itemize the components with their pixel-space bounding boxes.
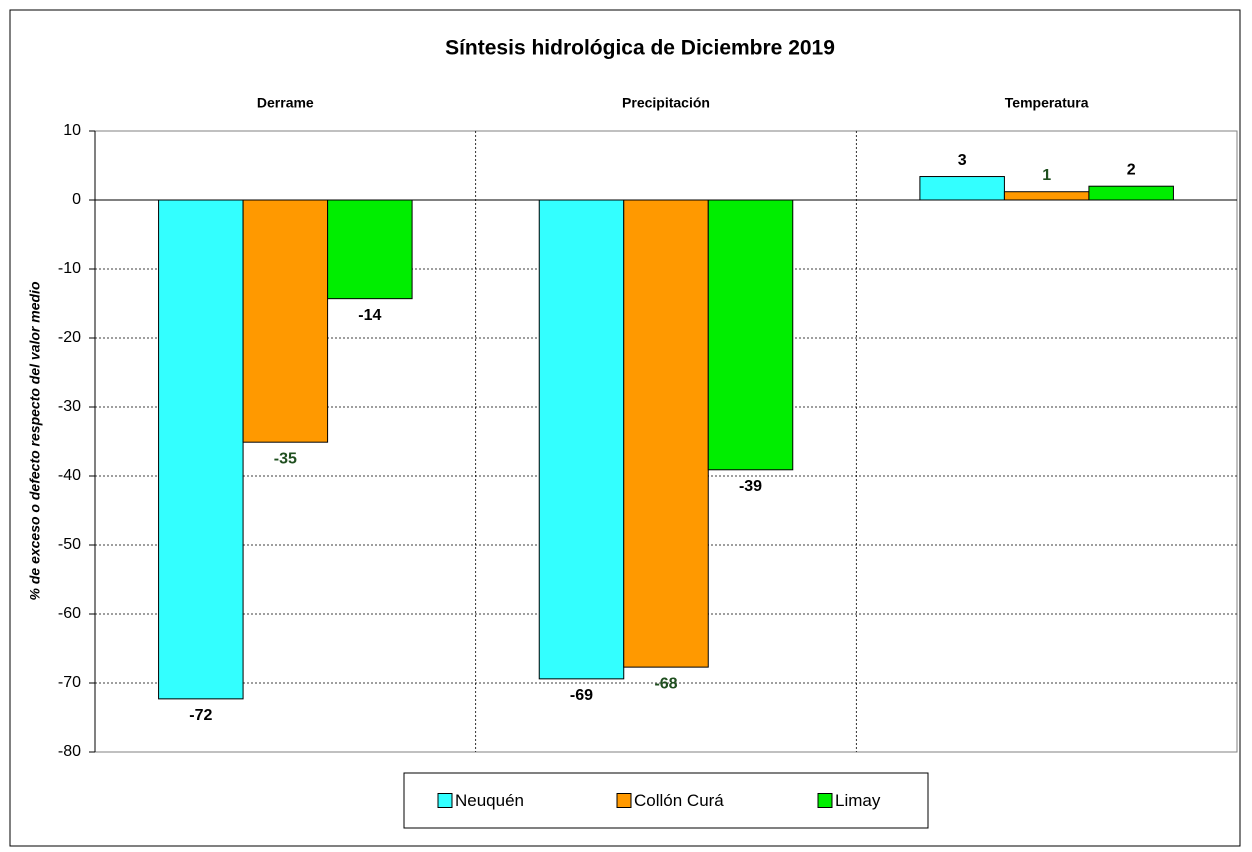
chart-title: Síntesis hidrológica de Diciembre 2019 — [445, 37, 835, 60]
category-label: Precipitación — [622, 95, 710, 111]
y-tick-label: 10 — [63, 122, 81, 139]
y-axis-label: % de exceso o defecto respecto del valor… — [27, 281, 43, 600]
legend-label: Collón Curá — [634, 791, 724, 810]
bar — [327, 199, 413, 300]
bar — [707, 199, 794, 471]
legend-label: Neuquén — [455, 791, 524, 810]
bar — [538, 199, 625, 680]
category-label: Derrame — [257, 95, 314, 111]
y-tick-label: -50 — [58, 536, 81, 553]
bar — [623, 199, 709, 668]
y-tick-label: -30 — [58, 398, 81, 415]
data-label: 2 — [1127, 161, 1136, 178]
data-label: -68 — [654, 675, 677, 692]
legend-label: Limay — [835, 791, 881, 810]
y-tick-label: -70 — [58, 674, 81, 691]
y-tick-label: 0 — [72, 191, 81, 208]
y-tick-label: -20 — [58, 329, 81, 346]
category-label: Temperatura — [1005, 95, 1089, 111]
data-label: 1 — [1042, 167, 1051, 184]
bar — [158, 199, 244, 700]
legend — [403, 772, 929, 829]
bar — [1088, 185, 1174, 201]
y-tick-label: -10 — [58, 260, 81, 277]
data-label: -35 — [274, 450, 297, 467]
bar — [919, 176, 1005, 201]
y-tick-label: -80 — [58, 743, 81, 760]
bar — [1003, 191, 1090, 201]
data-label: -72 — [189, 707, 212, 724]
legend-swatch — [817, 793, 833, 808]
legend-swatch — [616, 793, 632, 808]
data-label: -39 — [739, 478, 762, 495]
data-label: -69 — [570, 687, 593, 704]
y-tick-label: -40 — [58, 467, 81, 484]
data-label: -14 — [358, 307, 381, 324]
legend-swatch — [437, 793, 453, 808]
y-tick-label: -60 — [58, 605, 81, 622]
bar — [242, 199, 329, 443]
data-label: 3 — [958, 152, 967, 169]
